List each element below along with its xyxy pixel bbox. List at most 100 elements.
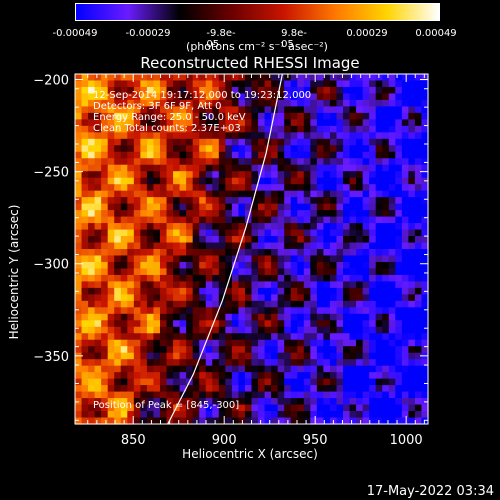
- heatmap-cell: [264, 404, 272, 412]
- heatmap-cell: [173, 281, 181, 289]
- heatmap-cell: [284, 326, 292, 334]
- heatmap-cell: [284, 93, 292, 101]
- heatmap-cell: [408, 86, 416, 95]
- heatmap-cell: [238, 359, 246, 367]
- heatmap-cell: [323, 307, 331, 315]
- heatmap-cell: [303, 320, 311, 328]
- heatmap-cell: [251, 274, 259, 283]
- heatmap-cell: [101, 223, 109, 231]
- heatmap-cell: [231, 119, 240, 127]
- heatmap-cell: [159, 359, 168, 367]
- heatmap-cell: [362, 346, 370, 354]
- heatmap-cell: [199, 210, 207, 218]
- heatmap-cell: [146, 197, 155, 205]
- heatmap-cell: [316, 171, 325, 179]
- heatmap-cell: [186, 132, 194, 140]
- heatmap-cell: [127, 177, 135, 185]
- heatmap-cell: [362, 74, 370, 82]
- heatmap-cell: [362, 132, 370, 140]
- heatmap-cell: [277, 326, 285, 334]
- heatmap-cell: [323, 326, 331, 334]
- heatmap-cell: [75, 190, 83, 198]
- heatmap-cell: [388, 398, 396, 406]
- heatmap-cell: [81, 320, 89, 328]
- heatmap-cell: [310, 365, 318, 373]
- heatmap-cell: [401, 339, 409, 347]
- heatmap-cell: [388, 372, 396, 380]
- heatmap-cell: [159, 190, 168, 198]
- heatmap-cell: [186, 287, 194, 295]
- heatmap-cell: [101, 171, 109, 179]
- heatmap-cell: [375, 112, 383, 120]
- heatmap-cell: [212, 151, 220, 159]
- heatmap-cell: [290, 255, 298, 263]
- heatmap-cell: [401, 112, 409, 120]
- heatmap-cell: [212, 171, 220, 179]
- heatmap-cell: [120, 184, 128, 192]
- heatmap-cell: [120, 106, 128, 114]
- heatmap-cell: [199, 372, 207, 380]
- heatmap-cell: [199, 158, 207, 166]
- heatmap-cell: [303, 171, 311, 179]
- heatmap-cell: [408, 164, 416, 172]
- heatmap-cell: [369, 261, 377, 270]
- heatmap-cell: [323, 223, 331, 231]
- heatmap-cell: [375, 138, 383, 146]
- heatmap-cell: [303, 132, 311, 140]
- heatmap-cell: [362, 365, 370, 373]
- heatmap-cell: [114, 268, 122, 276]
- annotation-time: 12-Sep-2014 19:17:12.000 to 19:23:12.000: [93, 90, 311, 101]
- heatmap-cell: [349, 242, 357, 250]
- heatmap-cell: [218, 151, 226, 159]
- heatmap-cell: [349, 385, 357, 393]
- heatmap-cell: [238, 268, 246, 276]
- heatmap-cell: [362, 203, 370, 211]
- heatmap-cell: [127, 99, 135, 108]
- heatmap-cell: [231, 411, 240, 419]
- heatmap-cell: [336, 80, 344, 88]
- heatmap-cell: [277, 112, 285, 120]
- heatmap-cell: [244, 74, 253, 82]
- heatmap-cell: [388, 158, 396, 166]
- heatmap-cell: [81, 274, 89, 283]
- heatmap-cell: [212, 197, 220, 205]
- heatmap-cell: [316, 74, 325, 82]
- heatmap-cell: [166, 151, 174, 159]
- heatmap-cell: [179, 190, 187, 198]
- heatmap-cell: [186, 352, 194, 360]
- heatmap-cell: [81, 346, 89, 354]
- heatmap-cell: [244, 346, 253, 354]
- heatmap-cell: [218, 236, 226, 244]
- heatmap-cell: [199, 112, 207, 120]
- heatmap-cell: [173, 274, 181, 283]
- heatmap-cell: [205, 125, 213, 133]
- heatmap-cell: [159, 125, 168, 133]
- heatmap-cell: [212, 74, 220, 82]
- heatmap-cell: [133, 229, 141, 237]
- heatmap-cell: [238, 86, 246, 95]
- heatmap-cell: [251, 249, 259, 257]
- heatmap-cell: [375, 352, 383, 360]
- heatmap-cell: [88, 80, 96, 88]
- heatmap-cell: [382, 300, 390, 308]
- heatmap-cell: [199, 223, 207, 231]
- heatmap-cell: [316, 216, 325, 224]
- heatmap-cell: [323, 184, 331, 192]
- heatmap-cell: [329, 177, 338, 185]
- heatmap-cell: [199, 74, 207, 82]
- heatmap-cell: [290, 74, 298, 82]
- heatmap-cell: [140, 261, 148, 270]
- heatmap-cell: [231, 372, 240, 380]
- heatmap-cell: [186, 365, 194, 373]
- heatmap-cell: [297, 236, 305, 244]
- heatmap-cell: [140, 281, 148, 289]
- heatmap-cell: [225, 417, 233, 425]
- heatmap-cell: [75, 346, 83, 354]
- heatmap-cell: [192, 378, 200, 386]
- heatmap-cell: [114, 80, 122, 88]
- heatmap-cell: [408, 398, 416, 406]
- heatmap-cell: [159, 236, 168, 244]
- heatmap-cell: [271, 171, 279, 179]
- heatmap-cell: [329, 268, 338, 276]
- heatmap-cell: [303, 119, 311, 127]
